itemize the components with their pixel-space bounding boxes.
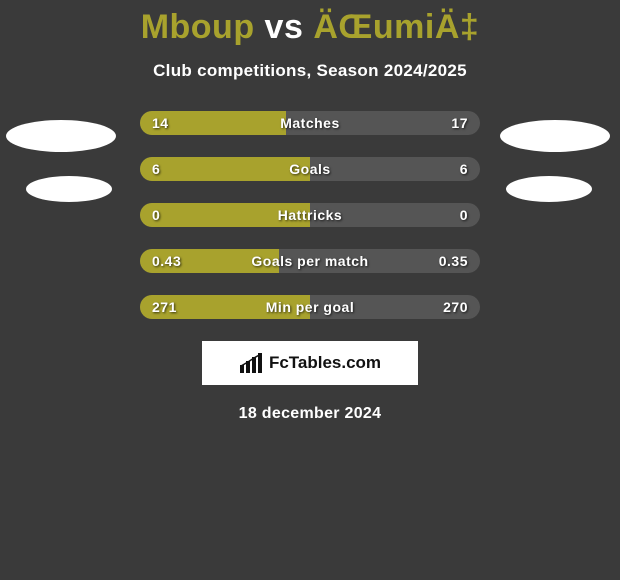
attribution-box: FcTables.com (202, 341, 418, 385)
stat-label: Min per goal (140, 295, 480, 319)
stat-label: Matches (140, 111, 480, 135)
stat-label: Goals (140, 157, 480, 181)
attribution-text: FcTables.com (269, 353, 381, 373)
stat-row: 00Hattricks (140, 203, 480, 227)
avatar-placeholder (500, 120, 610, 152)
comparison-card: Mboup vs ÄŒumiÄ‡ Club competitions, Seas… (0, 0, 620, 423)
stat-label: Goals per match (140, 249, 480, 273)
vs-text: vs (265, 8, 304, 46)
subtitle: Club competitions, Season 2024/2025 (0, 61, 620, 81)
player1-name: Mboup (141, 8, 255, 46)
stat-row: 0.430.35Goals per match (140, 249, 480, 273)
stat-row: 271270Min per goal (140, 295, 480, 319)
avatar-placeholder (6, 120, 116, 152)
stat-row: 66Goals (140, 157, 480, 181)
player2-name: ÄŒumiÄ‡ (313, 8, 479, 46)
bars-icon (239, 353, 265, 373)
stat-row: 1417Matches (140, 111, 480, 135)
stats-bars: 1417Matches 66Goals 00Hattricks 0.430.35Goa… (140, 111, 480, 319)
avatar-placeholder (26, 176, 112, 202)
avatar-placeholder (506, 176, 592, 202)
page-title: Mboup vs ÄŒumiÄ‡ (0, 0, 620, 47)
date-label: 18 december 2024 (0, 405, 620, 423)
stat-label: Hattricks (140, 203, 480, 227)
attribution-logo: FcTables.com (239, 353, 381, 373)
